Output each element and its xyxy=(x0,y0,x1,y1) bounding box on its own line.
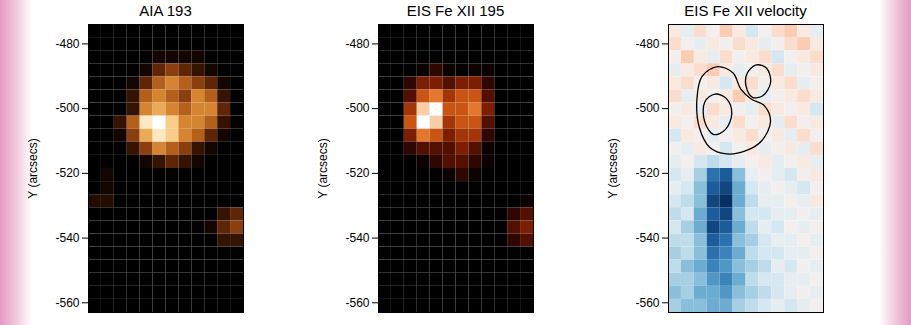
svg-text:-520: -520 xyxy=(635,166,659,180)
svg-text:-540: -540 xyxy=(55,231,79,245)
svg-text:-520: -520 xyxy=(345,166,369,180)
html-text:AIA 193: AIA 193 xyxy=(139,2,192,19)
svg-text:-560: -560 xyxy=(55,296,79,310)
html-text:EIS Fe XII 195: EIS Fe XII 195 xyxy=(406,2,505,19)
html-text:EIS Fe XII velocity: EIS Fe XII velocity xyxy=(684,2,807,19)
svg-text:Y (arcsecs): Y (arcsecs) xyxy=(606,138,620,198)
svg-text:-480: -480 xyxy=(345,37,369,51)
svg-text:-500: -500 xyxy=(345,101,369,115)
svg-text:-560: -560 xyxy=(635,296,659,310)
svg-text:-540: -540 xyxy=(345,231,369,245)
svg-text:-520: -520 xyxy=(55,166,79,180)
svg-text:-540: -540 xyxy=(635,231,659,245)
svg-text:-480: -480 xyxy=(635,37,659,51)
svg-text:Y (arcsecs): Y (arcsecs) xyxy=(316,138,330,198)
svg-text:-480: -480 xyxy=(55,37,79,51)
svg-text:Y (arcsecs): Y (arcsecs) xyxy=(26,138,40,198)
svg-text:-560: -560 xyxy=(345,296,369,310)
svg-text:-500: -500 xyxy=(55,101,79,115)
svg-text:-500: -500 xyxy=(635,101,659,115)
